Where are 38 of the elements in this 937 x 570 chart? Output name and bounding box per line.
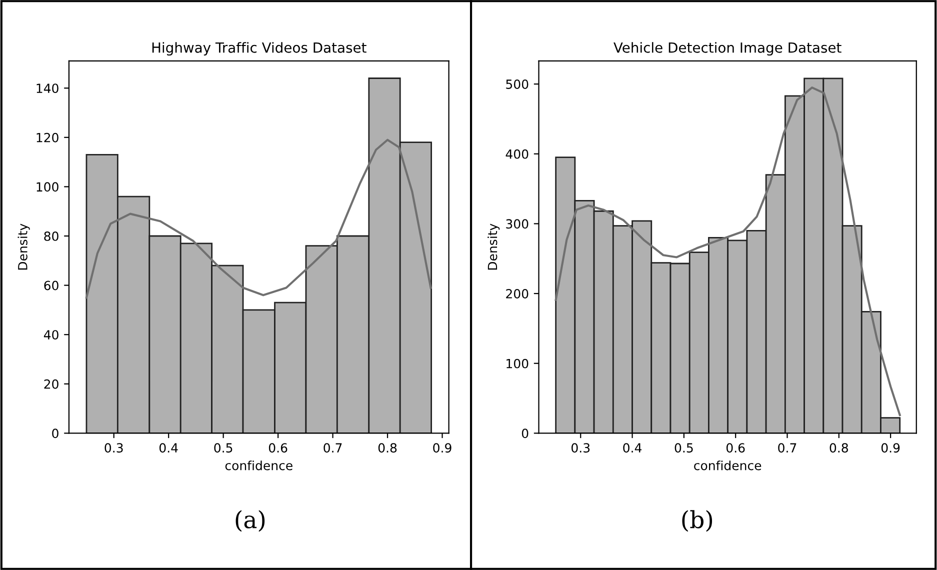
y-tick-label: 300 — [506, 219, 528, 229]
x-tick-label: 0.9 — [433, 443, 452, 453]
y-tick-label: 0 — [522, 428, 528, 438]
x-tick-label: 0.7 — [778, 443, 796, 453]
x-axis-title: confidence — [694, 460, 762, 470]
x-tick-label: 0.9 — [881, 443, 900, 453]
text: (a) — [236, 510, 265, 532]
y-tick-label: 200 — [506, 289, 528, 298]
y-axis-title: Density — [488, 224, 500, 270]
y-tick-label: 100 — [506, 358, 528, 368]
y-tick-label: 60 — [44, 280, 58, 290]
x-tick-label: 0.8 — [378, 443, 397, 453]
line-series — [554, 86, 901, 416]
x-tick-label: 0.6 — [726, 443, 745, 453]
x-tick-label: 0.5 — [214, 443, 232, 453]
chart-title: Highway Traffic Videos Dataset — [152, 42, 366, 56]
x-tick-label: 0.3 — [572, 443, 590, 453]
x-tick-label: 0.7 — [324, 443, 342, 453]
line-series — [85, 138, 432, 299]
y-tick-label: 80 — [44, 231, 58, 241]
x-tick-label: 0.5 — [674, 443, 693, 453]
y-tick-label: 40 — [44, 330, 58, 340]
y-tick-label: 20 — [44, 379, 58, 389]
y-tick-label: 100 — [36, 182, 58, 192]
x-tick-label: 0.3 — [104, 443, 123, 453]
x-axis-title: confidence — [225, 460, 292, 470]
x-tick-label: 0.6 — [268, 443, 288, 453]
y-tick-label: 0 — [52, 428, 58, 438]
x-tick-label: 0.4 — [159, 443, 178, 453]
y-tick-label: 500 — [506, 80, 528, 89]
y-axis-title: Density — [18, 224, 30, 270]
x-tick-label: 0.8 — [830, 443, 848, 453]
y-tick-label: 140 — [36, 84, 58, 94]
text: (b) — [682, 510, 712, 532]
y-tick-label: 120 — [36, 132, 58, 142]
chart-title: Vehicle Detection Image Dataset — [614, 42, 842, 56]
x-tick-label: 0.4 — [623, 443, 642, 453]
y-tick-label: 400 — [506, 149, 528, 159]
